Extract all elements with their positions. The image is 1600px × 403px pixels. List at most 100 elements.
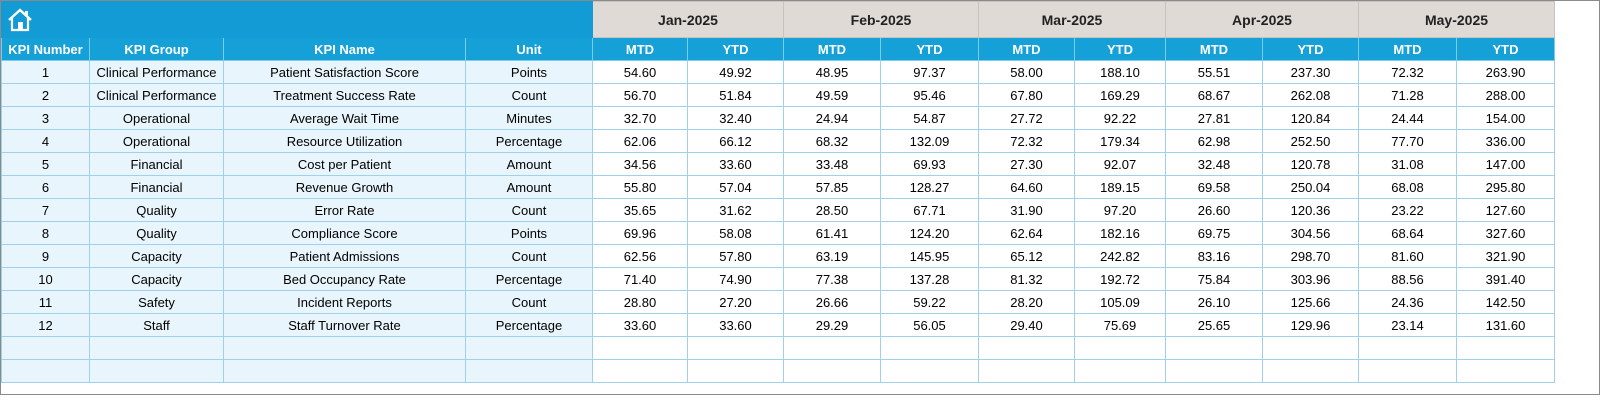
- header-row: Jan-2025 Feb-2025 Mar-2025 Apr-2025 May-2025: [1, 1, 1555, 38]
- data-row: 11 Safety Incident Reports Count 28.80 27.20 2…: [1, 290, 1555, 314]
- value-cell: 192.72: [1074, 267, 1166, 291]
- info-cell: Clinical Performance: [89, 83, 224, 107]
- value-cell: 131.60: [1456, 313, 1555, 337]
- value-cell: 35.65: [592, 198, 688, 222]
- empty-cell: [978, 359, 1075, 383]
- data-row: 4 Operational Resource Utilization Percenta…: [1, 129, 1555, 153]
- value-cell: 95.46: [880, 83, 979, 107]
- value-cell: 75.69: [1074, 313, 1166, 337]
- value-cell: 182.16: [1074, 221, 1166, 245]
- month-header: May-2025: [1358, 1, 1555, 38]
- info-cell: Quality: [89, 221, 224, 245]
- empty-cell: [1, 359, 90, 383]
- value-cell: 327.60: [1456, 221, 1555, 245]
- home-icon[interactable]: [6, 7, 34, 33]
- info-cell: Amount: [465, 152, 593, 176]
- home-cell: [1, 1, 593, 38]
- value-cell: 68.08: [1358, 175, 1457, 199]
- info-cell: Compliance Score: [223, 221, 466, 245]
- data-row: 7 Quality Error Rate Count 35.65 31.62 28.50 67…: [1, 198, 1555, 222]
- value-cell: 252.50: [1262, 129, 1359, 153]
- value-cell: 57.80: [687, 244, 784, 268]
- value-cell: 188.10: [1074, 60, 1166, 84]
- value-cell: 237.30: [1262, 60, 1359, 84]
- empty-cell: [1358, 359, 1457, 383]
- value-cell: 58.08: [687, 221, 784, 245]
- empty-cell: [1, 336, 90, 360]
- value-cell: 169.29: [1074, 83, 1166, 107]
- info-cell: Points: [465, 221, 593, 245]
- sub-header: YTD: [1074, 37, 1166, 61]
- info-cell: Minutes: [465, 106, 593, 130]
- value-cell: 97.37: [880, 60, 979, 84]
- value-cell: 54.60: [592, 60, 688, 84]
- value-cell: 68.32: [783, 129, 881, 153]
- value-cell: 129.96: [1262, 313, 1359, 337]
- value-cell: 154.00: [1456, 106, 1555, 130]
- sub-header: MTD: [592, 37, 688, 61]
- data-row: 10 Capacity Bed Occupancy Rate Percentage 71…: [1, 267, 1555, 291]
- info-cell: Staff: [89, 313, 224, 337]
- info-cell: 10: [1, 267, 90, 291]
- sub-header: MTD: [978, 37, 1075, 61]
- value-cell: 120.84: [1262, 106, 1359, 130]
- value-cell: 54.87: [880, 106, 979, 130]
- value-cell: 105.09: [1074, 290, 1166, 314]
- sub-header: MTD: [783, 37, 881, 61]
- info-cell: Operational: [89, 129, 224, 153]
- value-cell: 62.98: [1165, 129, 1263, 153]
- empty-cell: [1074, 359, 1166, 383]
- empty-cell: [592, 359, 688, 383]
- data-row: 12 Staff Staff Turnover Rate Percentage 33.6…: [1, 313, 1555, 337]
- value-cell: 27.30: [978, 152, 1075, 176]
- info-cell: Count: [465, 290, 593, 314]
- value-cell: 127.60: [1456, 198, 1555, 222]
- value-cell: 23.22: [1358, 198, 1457, 222]
- value-cell: 29.29: [783, 313, 881, 337]
- info-cell: Financial: [89, 152, 224, 176]
- value-cell: 128.27: [880, 175, 979, 199]
- value-cell: 336.00: [1456, 129, 1555, 153]
- info-cell: Revenue Growth: [223, 175, 466, 199]
- value-cell: 55.80: [592, 175, 688, 199]
- value-cell: 321.90: [1456, 244, 1555, 268]
- value-cell: 24.44: [1358, 106, 1457, 130]
- value-cell: 137.28: [880, 267, 979, 291]
- value-cell: 69.58: [1165, 175, 1263, 199]
- value-cell: 391.40: [1456, 267, 1555, 291]
- value-cell: 63.19: [783, 244, 881, 268]
- empty-cell: [465, 359, 593, 383]
- info-cell: 8: [1, 221, 90, 245]
- value-cell: 33.60: [687, 152, 784, 176]
- empty-cell: [783, 336, 881, 360]
- empty-cell: [1456, 359, 1555, 383]
- sub-header: MTD: [1358, 37, 1457, 61]
- column-header: KPI Group: [89, 37, 224, 61]
- value-cell: 27.20: [687, 290, 784, 314]
- month-header: Mar-2025: [978, 1, 1166, 38]
- value-cell: 250.04: [1262, 175, 1359, 199]
- value-cell: 97.20: [1074, 198, 1166, 222]
- info-cell: Percentage: [465, 313, 593, 337]
- value-cell: 67.71: [880, 198, 979, 222]
- value-cell: 57.85: [783, 175, 881, 199]
- info-cell: Points: [465, 60, 593, 84]
- value-cell: 32.40: [687, 106, 784, 130]
- sub-header: YTD: [1456, 37, 1555, 61]
- value-cell: 92.22: [1074, 106, 1166, 130]
- value-cell: 69.93: [880, 152, 979, 176]
- value-cell: 69.75: [1165, 221, 1263, 245]
- value-cell: 88.56: [1358, 267, 1457, 291]
- value-cell: 26.60: [1165, 198, 1263, 222]
- value-cell: 27.72: [978, 106, 1075, 130]
- value-cell: 262.08: [1262, 83, 1359, 107]
- info-cell: Error Rate: [223, 198, 466, 222]
- data-row: 5 Financial Cost per Patient Amount 34.56 33.…: [1, 152, 1555, 176]
- value-cell: 26.10: [1165, 290, 1263, 314]
- info-cell: Bed Occupancy Rate: [223, 267, 466, 291]
- info-cell: Treatment Success Rate: [223, 83, 466, 107]
- value-cell: 31.08: [1358, 152, 1457, 176]
- value-cell: 77.38: [783, 267, 881, 291]
- empty-cell: [223, 336, 466, 360]
- empty-cell: [1358, 336, 1457, 360]
